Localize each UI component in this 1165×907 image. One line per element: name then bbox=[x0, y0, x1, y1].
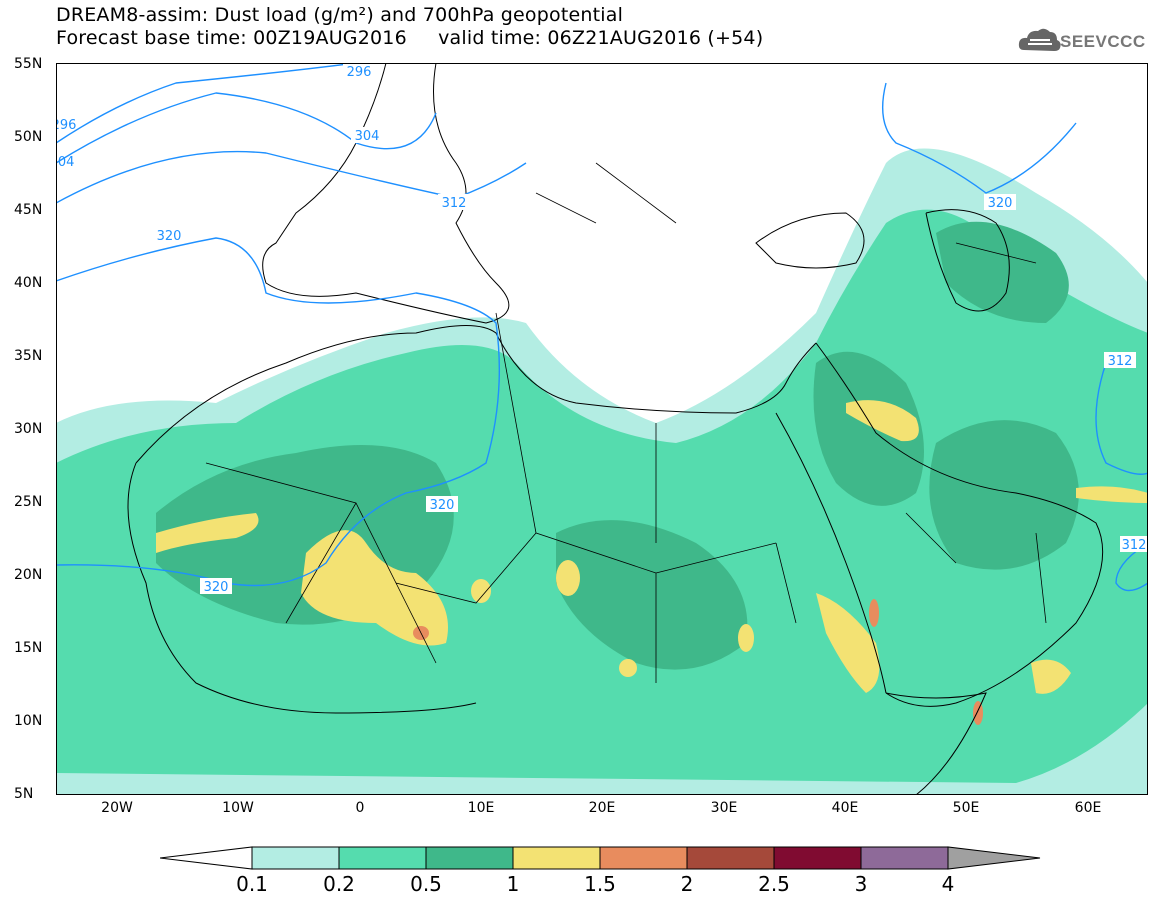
cloud-icon bbox=[1018, 28, 1061, 51]
colorbar-tick: 3 bbox=[854, 872, 868, 896]
colorbar-tick: 0.1 bbox=[236, 872, 268, 896]
contour-312-north bbox=[56, 150, 527, 204]
lat-label: 40N bbox=[14, 275, 43, 291]
coastline-africa-north bbox=[135, 325, 817, 464]
colorbar-tick: 1 bbox=[506, 872, 520, 896]
logo-text: SEEVCCC bbox=[1060, 32, 1146, 51]
colorbar-tick: 0.2 bbox=[323, 872, 355, 896]
lon-label: 0 bbox=[355, 800, 365, 816]
dust-area-yellow-5 bbox=[1031, 659, 1071, 694]
contour-label: 296 bbox=[347, 65, 372, 80]
colorbar-tick: 2 bbox=[680, 872, 694, 896]
coastline-arabia bbox=[815, 342, 1104, 707]
contour-312-se2 bbox=[1115, 542, 1148, 592]
dust-area-yellow-6 bbox=[1076, 486, 1148, 503]
colorbar-segment bbox=[860, 846, 949, 870]
colorbar-high-arrow bbox=[947, 846, 1041, 870]
colorbar-tick: 0.5 bbox=[410, 872, 442, 896]
colorbar-tick: 4 bbox=[941, 872, 955, 896]
contour-label: 320 bbox=[988, 196, 1013, 211]
lon-label: 20W bbox=[101, 800, 133, 816]
coastline-europe bbox=[262, 63, 510, 324]
coastline-caspian bbox=[925, 209, 1010, 312]
dust-area-orange-3 bbox=[973, 701, 983, 725]
coastline-black-sea bbox=[755, 212, 865, 269]
lon-label: 40E bbox=[831, 800, 859, 816]
colorbar-segment bbox=[338, 846, 427, 870]
dust-area-dark-4 bbox=[929, 420, 1079, 570]
lon-label: 10W bbox=[222, 800, 254, 816]
dust-area-yellow-8 bbox=[556, 560, 580, 596]
lat-label: 10N bbox=[14, 713, 43, 729]
lat-label: 15N bbox=[14, 640, 43, 656]
dust-area-dark-3 bbox=[813, 351, 924, 506]
dust-area-mid bbox=[56, 209, 1148, 783]
colorbar-segment bbox=[599, 846, 688, 870]
contour-label: 304 bbox=[56, 155, 74, 170]
contour-label: 296 bbox=[56, 118, 76, 133]
country-borders bbox=[205, 162, 1047, 683]
dust-map: 296 304 312 320 320 320 320 312 312 296 … bbox=[56, 63, 1148, 795]
lat-label: 35N bbox=[14, 348, 43, 364]
colorbar bbox=[160, 846, 1041, 870]
colorbar-segment bbox=[251, 846, 340, 870]
colorbar-tick: 2.5 bbox=[758, 872, 790, 896]
dust-area-dark-5 bbox=[936, 221, 1069, 323]
lon-label: 60E bbox=[1074, 800, 1102, 816]
colorbar-segment bbox=[512, 846, 601, 870]
map-title: DREAM8-assim: Dust load (g/m²) and 700hP… bbox=[56, 4, 624, 26]
contour-296 bbox=[56, 63, 357, 144]
lon-label: 30E bbox=[710, 800, 738, 816]
coastline-red-sea bbox=[775, 412, 887, 694]
colorbar-segment bbox=[686, 846, 775, 870]
lat-label: 20N bbox=[14, 567, 43, 583]
coastline-horn bbox=[885, 692, 987, 795]
dust-area-yellow-3 bbox=[846, 400, 919, 442]
contour-label: 312 bbox=[1108, 354, 1133, 369]
contour-label: 320 bbox=[204, 580, 229, 595]
lat-label: 55N bbox=[14, 56, 43, 72]
dust-area-yellow-2 bbox=[156, 513, 259, 553]
lat-label: 50N bbox=[14, 129, 43, 145]
lat-label: 30N bbox=[14, 421, 43, 437]
dust-area-yellow-7 bbox=[471, 579, 491, 603]
contour-312-se bbox=[1095, 362, 1148, 475]
contour-312-east bbox=[881, 82, 1077, 194]
contour-label: 312 bbox=[442, 196, 467, 211]
dust-area-yellow-1 bbox=[301, 530, 448, 646]
coastline-west-africa bbox=[127, 462, 477, 714]
dust-area-yellow-9 bbox=[738, 624, 754, 652]
dust-area-yellow-4 bbox=[816, 593, 880, 693]
lon-label: 50E bbox=[952, 800, 980, 816]
dust-area-orange-2 bbox=[869, 599, 879, 627]
lat-label: 25N bbox=[14, 494, 43, 510]
colorbar-tick: 1.5 bbox=[584, 872, 616, 896]
lon-label: 10E bbox=[467, 800, 495, 816]
contour-304 bbox=[56, 92, 437, 164]
contour-label: 320 bbox=[157, 229, 182, 244]
colorbar-low-arrow bbox=[160, 846, 253, 870]
dust-area-yellow-10 bbox=[619, 659, 637, 677]
contour-label: 312 bbox=[1122, 538, 1147, 553]
colorbar-segment bbox=[425, 846, 514, 870]
contour-label: 320 bbox=[430, 498, 455, 513]
dust-area-dark-2 bbox=[556, 520, 748, 670]
colorbar-segment bbox=[773, 846, 862, 870]
lat-label: 45N bbox=[14, 202, 43, 218]
map-subtitle: Forecast base time: 00Z19AUG2016 valid t… bbox=[56, 27, 764, 49]
contour-320-north bbox=[56, 237, 501, 587]
lon-label: 20E bbox=[588, 800, 616, 816]
contour-label: 304 bbox=[355, 129, 380, 144]
lat-label: 5N bbox=[14, 786, 34, 802]
